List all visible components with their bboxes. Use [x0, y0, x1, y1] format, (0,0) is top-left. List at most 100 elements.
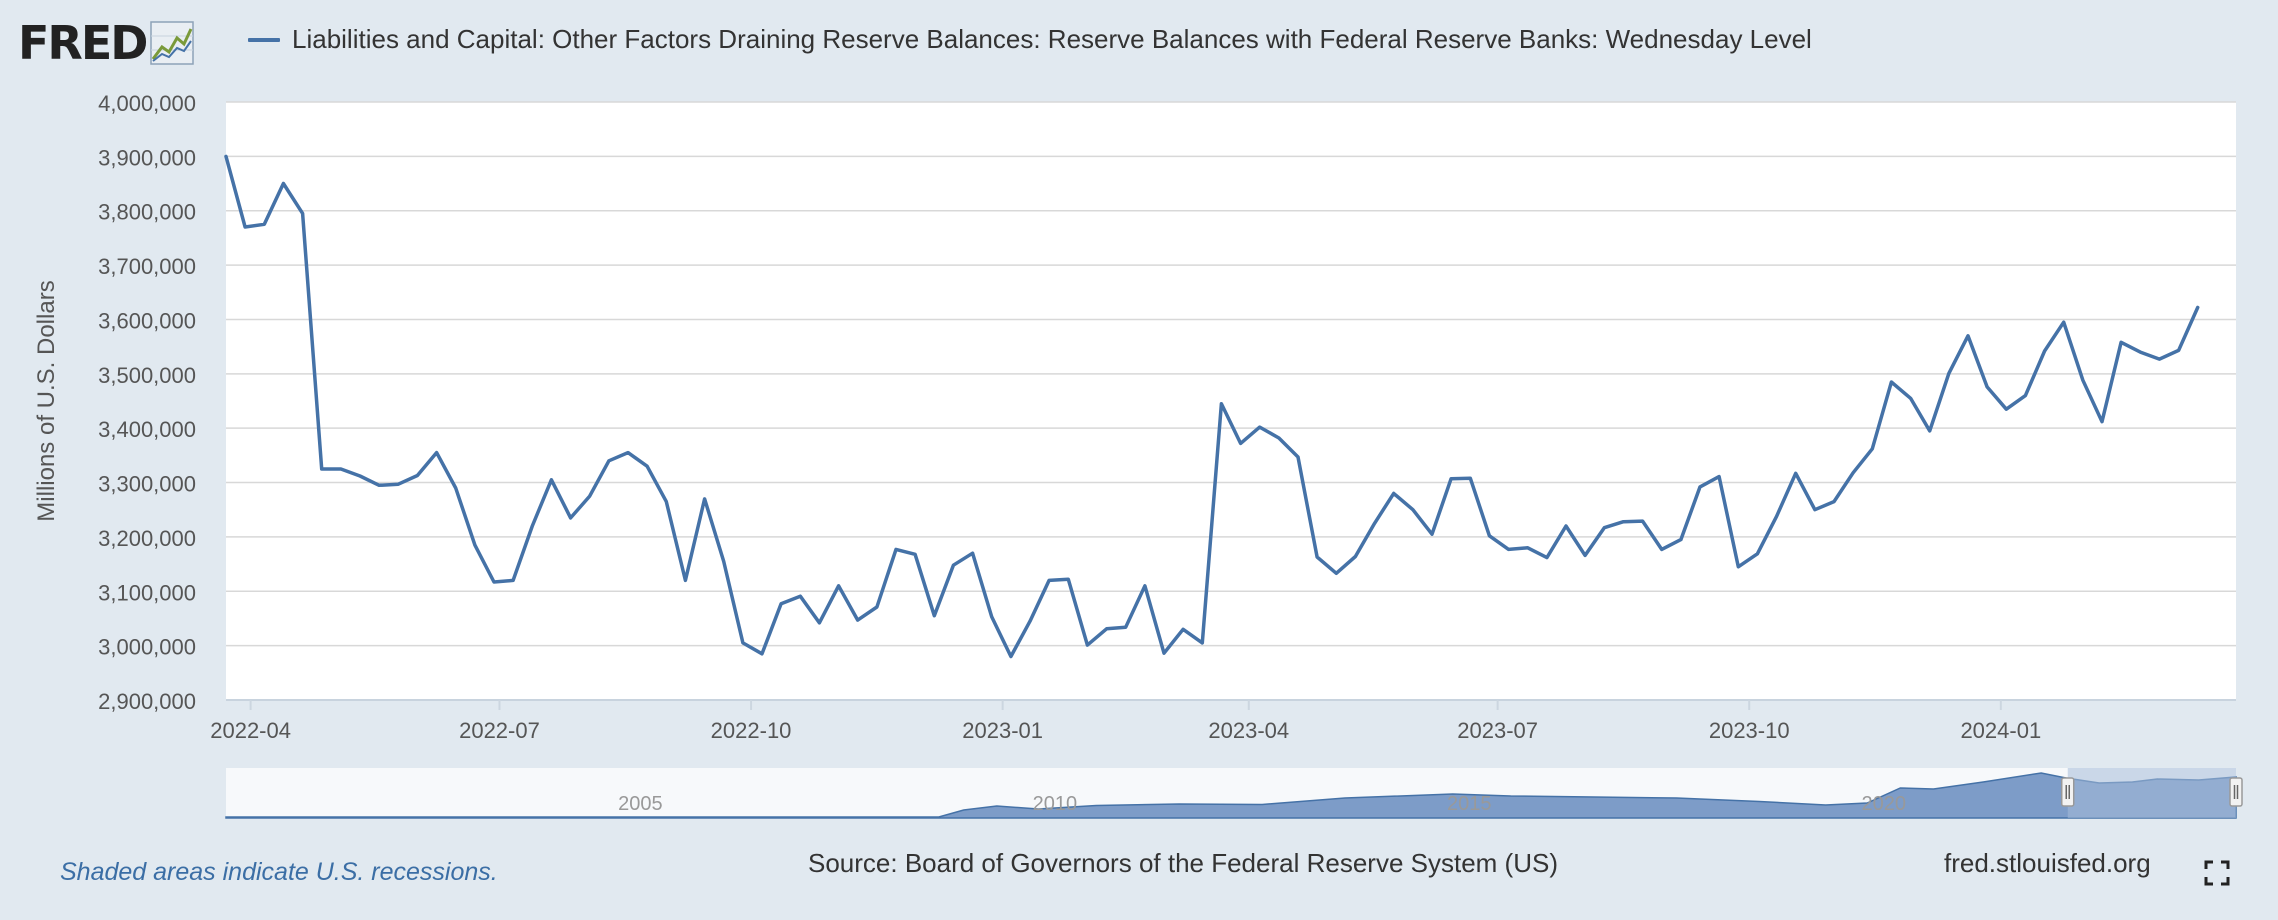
- data-point[interactable]: [2080, 377, 2086, 383]
- data-point[interactable]: [950, 562, 956, 568]
- data-point[interactable]: [2156, 356, 2162, 362]
- data-point[interactable]: [644, 463, 650, 469]
- data-point[interactable]: [2061, 319, 2067, 325]
- navigator-handle[interactable]: [2060, 777, 2075, 807]
- data-point[interactable]: [1716, 474, 1722, 480]
- navigator-selected-range[interactable]: [2067, 768, 2236, 818]
- data-point[interactable]: [2137, 349, 2143, 355]
- data-point[interactable]: [1582, 552, 1588, 558]
- data-point[interactable]: [1563, 523, 1569, 529]
- data-point[interactable]: [1142, 583, 1148, 589]
- data-point[interactable]: [912, 551, 918, 557]
- data-point[interactable]: [1908, 395, 1914, 401]
- data-point[interactable]: [1946, 370, 1952, 376]
- data-point[interactable]: [1123, 624, 1129, 630]
- data-point[interactable]: [1774, 513, 1780, 519]
- data-point[interactable]: [1257, 424, 1263, 430]
- data-point[interactable]: [970, 550, 976, 556]
- data-point[interactable]: [931, 613, 937, 619]
- data-point[interactable]: [1410, 507, 1416, 513]
- data-point[interactable]: [510, 577, 516, 583]
- data-point[interactable]: [568, 515, 574, 521]
- data-point[interactable]: [663, 499, 669, 505]
- data-point[interactable]: [1429, 531, 1435, 537]
- chart[interactable]: 4,000,000 3,900,000 3,800,000 3,700,000 3,60…: [0, 0, 2278, 840]
- data-point[interactable]: [395, 481, 401, 487]
- series-line[interactable]: [224, 154, 2200, 659]
- data-point[interactable]: [529, 523, 535, 529]
- data-point[interactable]: [376, 482, 382, 488]
- data-point[interactable]: [1448, 476, 1454, 482]
- data-point[interactable]: [1199, 640, 1205, 646]
- data-point[interactable]: [1544, 555, 1550, 561]
- data-point[interactable]: [242, 224, 248, 230]
- data-point[interactable]: [472, 542, 478, 548]
- data-point[interactable]: [2003, 406, 2009, 412]
- data-point[interactable]: [816, 620, 822, 626]
- data-point[interactable]: [587, 493, 593, 499]
- data-point[interactable]: [2118, 339, 2124, 345]
- data-point[interactable]: [874, 604, 880, 610]
- data-point[interactable]: [702, 496, 708, 502]
- data-point[interactable]: [1295, 454, 1301, 460]
- data-point[interactable]: [280, 181, 286, 187]
- data-point[interactable]: [414, 473, 420, 479]
- data-point[interactable]: [1640, 518, 1646, 524]
- fred-url-link[interactable]: fred.stlouisfed.org: [1944, 848, 2151, 878]
- data-point[interactable]: [1850, 470, 1856, 476]
- data-point[interactable]: [797, 593, 803, 599]
- data-point[interactable]: [1391, 490, 1397, 496]
- data-point[interactable]: [223, 153, 229, 159]
- data-point[interactable]: [1238, 440, 1244, 446]
- data-point[interactable]: [357, 473, 363, 479]
- data-point[interactable]: [1372, 520, 1378, 526]
- data-point[interactable]: [606, 458, 612, 464]
- data-point[interactable]: [778, 601, 784, 607]
- data-point[interactable]: [1314, 554, 1320, 560]
- data-point[interactable]: [1161, 650, 1167, 656]
- data-point[interactable]: [1754, 551, 1760, 557]
- data-point[interactable]: [1218, 401, 1224, 407]
- data-point[interactable]: [1084, 642, 1090, 648]
- data-point[interactable]: [548, 477, 554, 483]
- data-point[interactable]: [1352, 554, 1358, 560]
- data-point[interactable]: [1965, 333, 1971, 339]
- fred-logo[interactable]: FRED: [18, 18, 195, 68]
- data-point[interactable]: [1793, 470, 1799, 476]
- data-point[interactable]: [1888, 379, 1894, 385]
- data-point[interactable]: [2022, 393, 2028, 399]
- data-point[interactable]: [1506, 546, 1512, 552]
- data-point[interactable]: [682, 577, 688, 583]
- data-point[interactable]: [491, 579, 497, 585]
- data-point[interactable]: [1008, 654, 1014, 660]
- data-point[interactable]: [1735, 564, 1741, 570]
- data-point[interactable]: [721, 558, 727, 564]
- data-point[interactable]: [1046, 577, 1052, 583]
- data-point[interactable]: [1333, 570, 1339, 576]
- data-point[interactable]: [1984, 384, 1990, 390]
- data-point[interactable]: [1104, 626, 1110, 632]
- data-point[interactable]: [989, 614, 995, 620]
- navigator-handle[interactable]: [2229, 777, 2243, 807]
- data-point[interactable]: [759, 651, 765, 657]
- data-point[interactable]: [1812, 507, 1818, 513]
- data-point[interactable]: [893, 546, 899, 552]
- data-point[interactable]: [625, 450, 631, 456]
- data-point[interactable]: [2042, 348, 2048, 354]
- data-point[interactable]: [1927, 428, 1933, 434]
- data-point[interactable]: [1697, 484, 1703, 490]
- data-point[interactable]: [836, 583, 842, 589]
- data-point[interactable]: [1525, 545, 1531, 551]
- data-point[interactable]: [740, 640, 746, 646]
- data-point[interactable]: [1467, 475, 1473, 481]
- data-point[interactable]: [434, 450, 440, 456]
- fullscreen-icon[interactable]: [2204, 860, 2230, 886]
- data-point[interactable]: [300, 210, 306, 216]
- data-point[interactable]: [261, 221, 267, 227]
- data-point[interactable]: [319, 466, 325, 472]
- data-point[interactable]: [1065, 576, 1071, 582]
- data-point[interactable]: [453, 485, 459, 491]
- data-point[interactable]: [1486, 533, 1492, 539]
- data-point[interactable]: [1831, 499, 1837, 505]
- data-point[interactable]: [338, 466, 344, 472]
